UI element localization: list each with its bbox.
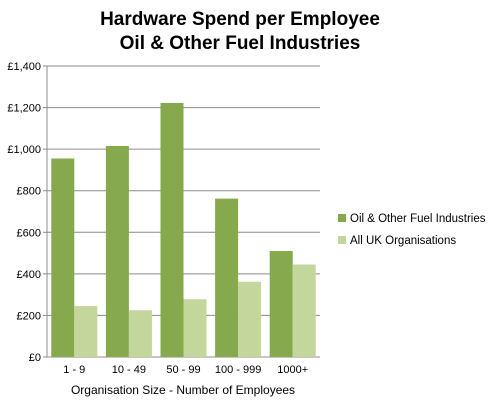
bar-oil-fuel-1 xyxy=(105,146,129,357)
y-tick-label: £0 xyxy=(29,352,41,364)
chart-title-line-2: Oil & Other Fuel Industries xyxy=(120,33,361,54)
y-tick-label: £200 xyxy=(17,310,41,322)
y-tick-label: £800 xyxy=(17,186,41,198)
bar-all-uk-1 xyxy=(128,310,152,357)
bar-oil-fuel-4 xyxy=(269,250,293,357)
legend-swatch xyxy=(338,214,346,222)
chart-title-line-1: Hardware Spend per Employee xyxy=(100,9,380,30)
bar-all-uk-0 xyxy=(74,306,98,357)
x-tick-label: 50 - 99 xyxy=(166,364,200,376)
x-tick-label: 1 - 9 xyxy=(63,364,85,376)
legend-label: All UK Organisations xyxy=(350,235,456,247)
x-tick-label: 10 - 49 xyxy=(112,364,146,376)
bar-oil-fuel-0 xyxy=(51,158,75,357)
y-tick-label: £600 xyxy=(17,227,41,239)
x-axis-tick-labels: 1 - 9 10 - 49 50 - 99 100 - 999 1000+ xyxy=(63,364,308,376)
bar-oil-fuel-2 xyxy=(160,102,184,358)
y-tick-label: £1,000 xyxy=(7,144,41,156)
bar-all-uk-2 xyxy=(183,299,207,357)
bar-all-uk-4 xyxy=(292,264,316,357)
bar-all-uk-3 xyxy=(238,281,262,357)
x-axis-title: Organisation Size - Number of Employees xyxy=(71,383,295,397)
legend-label: Oil & Other Fuel Industries xyxy=(350,213,486,225)
y-tick-label: £1,200 xyxy=(7,103,41,115)
bars xyxy=(51,102,316,358)
y-axis-tick-labels: £0 £200 £400 £600 £800 £1,000 £1,200 £1,400 xyxy=(7,61,41,364)
y-tick-label: £400 xyxy=(17,269,41,281)
bar-oil-fuel-3 xyxy=(215,198,239,357)
y-tick-label: £1,400 xyxy=(7,61,41,73)
x-tick-label: 1000+ xyxy=(277,364,308,376)
legend: Oil & Other Fuel Industries All UK Organi… xyxy=(338,213,486,247)
x-tick-label: 100 - 999 xyxy=(215,364,261,376)
legend-swatch xyxy=(338,236,346,244)
